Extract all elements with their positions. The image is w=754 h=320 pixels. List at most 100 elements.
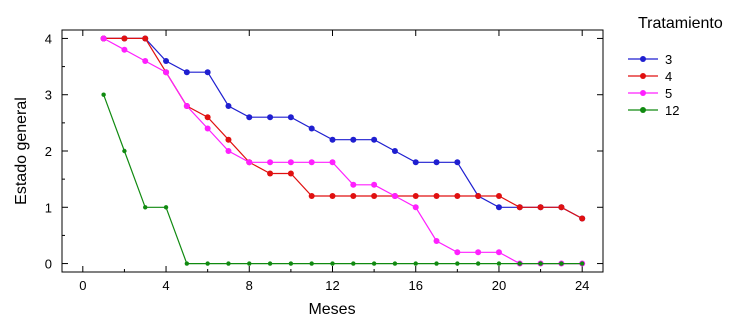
data-point [267,114,274,121]
data-point [579,215,586,222]
data-point [537,204,544,211]
data-point [267,261,273,266]
series-5 [100,35,586,267]
data-point [121,46,128,53]
data-point [495,193,502,200]
data-point [329,136,336,143]
x-tick-label: 8 [246,278,253,293]
data-point [163,69,170,76]
data-point [496,261,502,266]
data-point [412,193,419,200]
data-point [183,102,190,109]
data-point [351,261,356,266]
legend-label: 4 [665,69,672,84]
x-tick-label: 4 [162,278,169,293]
data-point [205,261,210,266]
series-4 [100,35,586,222]
data-point [246,159,253,166]
y-tick-label: 3 [45,88,52,103]
data-point [454,159,461,166]
data-point [517,261,522,266]
data-point [329,159,336,166]
data-point [287,159,294,166]
x-tick-label: 24 [575,278,589,293]
series-3 [100,35,586,222]
data-point [308,193,315,200]
data-point [412,204,419,211]
data-point [433,238,440,245]
data-point [183,69,190,76]
data-point [246,114,253,121]
data-point [122,148,127,154]
data-point [454,193,461,200]
data-point [371,136,378,143]
data-point [225,148,232,154]
data-point [267,170,274,177]
data-point [559,261,564,266]
data-point [475,249,482,256]
data-point [495,249,502,256]
data-point [350,136,357,143]
data-point [308,125,315,132]
data-point [392,261,398,266]
legend-swatch-marker [640,90,646,96]
plot-frame [61,29,604,273]
data-point [371,193,378,200]
data-point [455,261,460,266]
data-point [413,261,418,266]
x-tick-label: 16 [408,278,422,293]
data-point [350,193,357,200]
y-tick-label: 1 [45,200,52,215]
y-axis-title: Estado general [13,97,30,205]
data-point [100,35,107,42]
data-point [434,261,439,266]
data-point [163,205,169,210]
data-point [308,159,315,166]
legend-item: 3 [628,52,672,67]
data-point [329,193,336,200]
data-point [287,170,294,177]
data-point [287,114,294,121]
data-point [371,181,378,188]
data-point [475,261,481,266]
y-tick-label: 4 [45,31,52,46]
data-point [288,261,294,266]
series-line [103,37,583,220]
data-point [267,159,274,166]
x-tick-label: 0 [79,278,86,293]
data-point [538,261,543,266]
legend-swatch-marker [640,107,646,113]
data-point [225,136,232,143]
legend-swatch-marker [640,73,646,79]
data-point [371,261,377,266]
legend-label: 3 [665,52,672,67]
data-point [184,261,190,266]
x-tick-label: 20 [492,278,506,293]
data-point [579,261,585,266]
y-axis: 0 1 2 3 4 [45,31,603,272]
data-point [225,102,232,109]
legend-label: 5 [665,86,672,101]
data-point [142,57,149,64]
data-point [204,114,211,121]
data-point [433,159,440,166]
data-point [475,193,482,200]
data-point [142,35,149,42]
data-point [350,181,357,188]
y-tick-label: 2 [45,144,52,159]
data-point [330,261,335,266]
data-point [163,57,170,64]
data-point [143,205,148,210]
series-line [103,37,583,265]
data-point [309,261,314,266]
data-point [391,193,398,200]
x-axis-title: Meses [308,301,355,318]
series-layer [100,35,586,267]
series-line [103,94,583,265]
data-point [391,148,398,154]
x-axis: 0 4 8 12 16 20 24 [79,30,589,293]
data-point [101,92,106,97]
legend-title: Tratamiento [638,15,723,32]
data-point [247,261,252,266]
